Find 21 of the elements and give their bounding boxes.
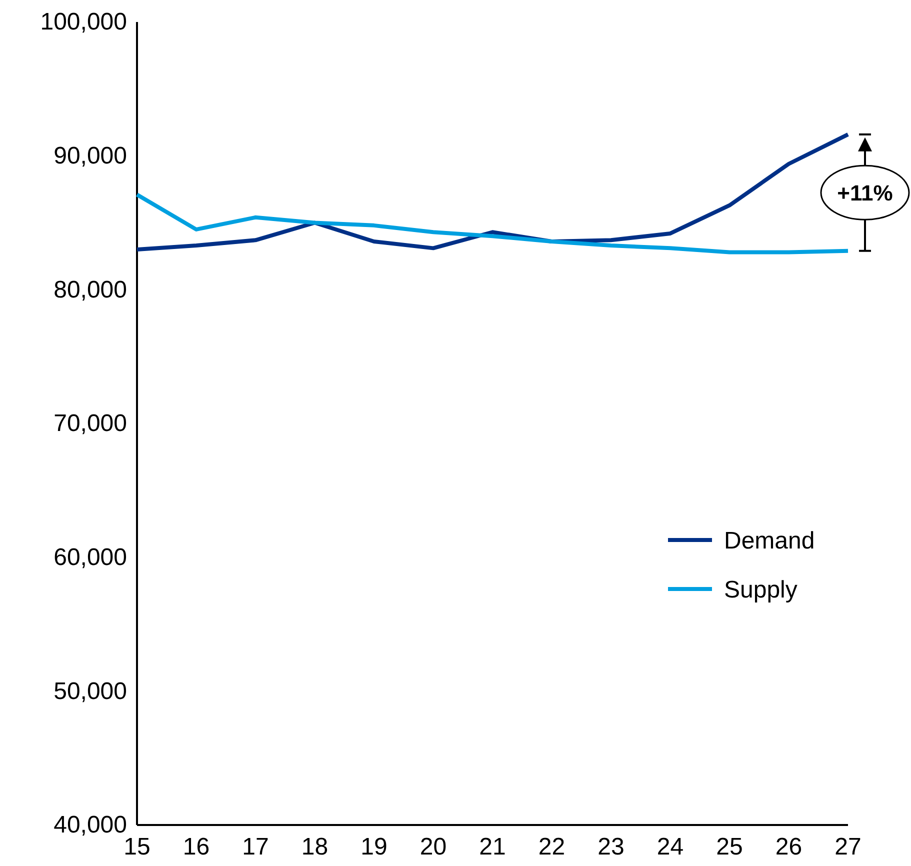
- x-tick-label: 22: [538, 834, 566, 861]
- y-tick-label: 90,000: [54, 142, 127, 170]
- x-tick-label: 18: [301, 834, 328, 861]
- y-tick-label: 80,000: [54, 276, 127, 304]
- x-tick-label: 23: [598, 834, 624, 861]
- y-tick-label: 50,000: [54, 678, 127, 705]
- x-tick-label: 16: [182, 834, 210, 861]
- x-tick-label: 19: [360, 834, 388, 861]
- x-tick-label: 26: [775, 834, 802, 861]
- legend-label: Demand: [724, 527, 815, 554]
- x-tick-label: 25: [716, 834, 743, 861]
- y-tick-label: 60,000: [54, 544, 127, 572]
- x-tick-label: 27: [834, 834, 862, 861]
- x-tick-label: 17: [242, 834, 269, 861]
- x-tick-label: 21: [479, 834, 506, 861]
- annotation: +11%: [837, 180, 893, 206]
- y-tick-label: 100,000: [40, 8, 127, 36]
- x-tick-label: 20: [420, 834, 447, 861]
- y-tick-label: 70,000: [54, 410, 127, 438]
- legend-label: Supply: [724, 576, 798, 604]
- x-tick-label: 24: [656, 834, 684, 861]
